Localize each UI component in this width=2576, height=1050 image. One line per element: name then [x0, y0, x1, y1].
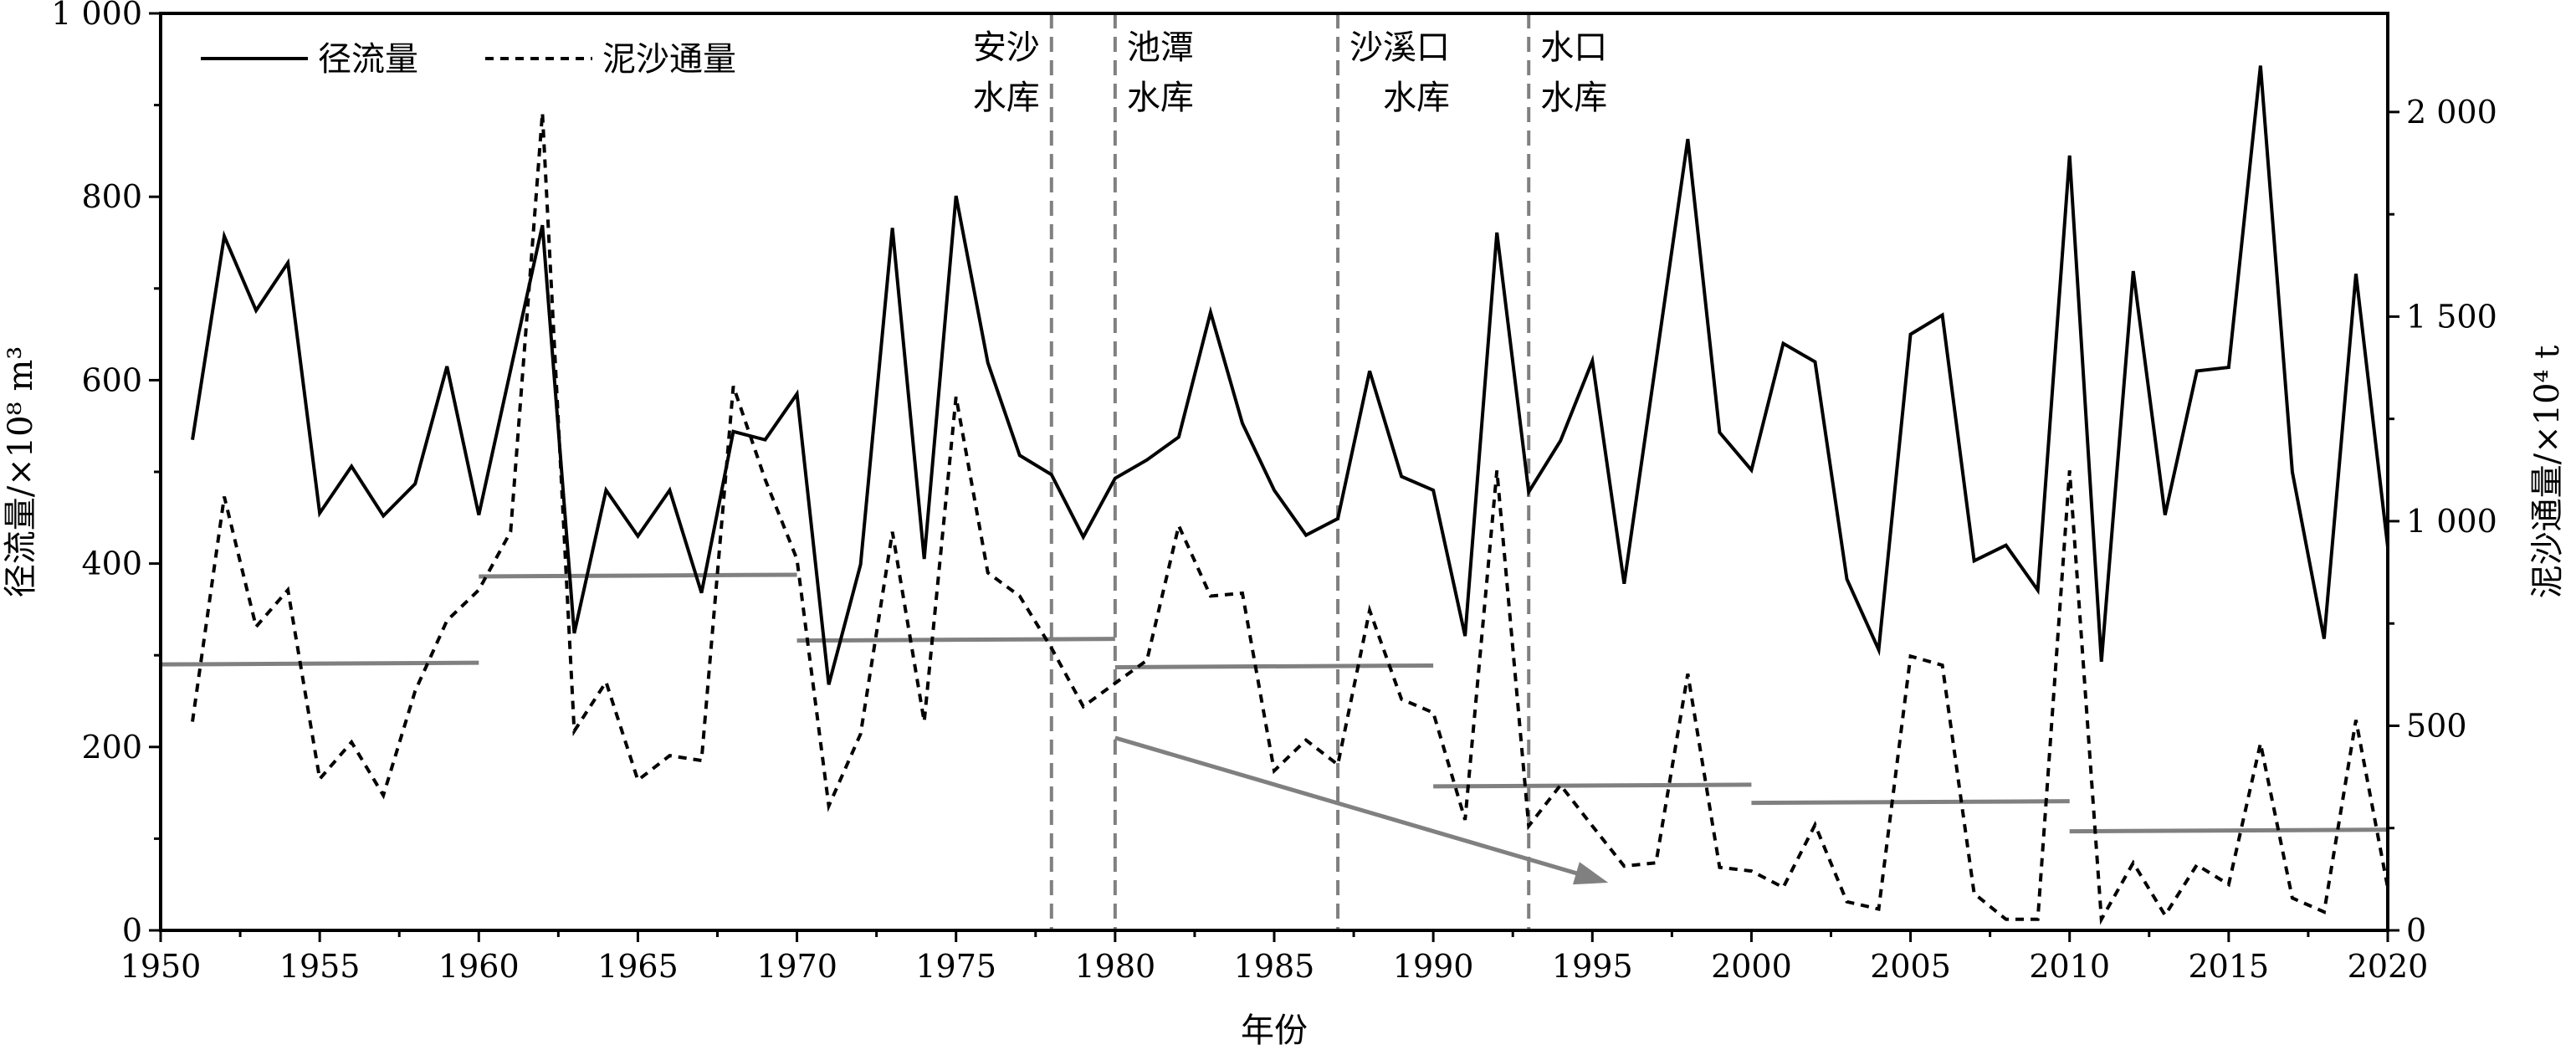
decadal-means-layer: [160, 572, 2389, 885]
left-tick-label: 0: [122, 912, 142, 949]
right-tick-label: 1 000: [2406, 503, 2497, 540]
x-tick-label: 1990: [1393, 948, 1474, 985]
left-tick-label: 200: [81, 729, 142, 766]
x-tick-label: 1995: [1552, 948, 1633, 985]
reservoir-label: 水库: [1383, 79, 1450, 117]
x-tick-label: 1975: [915, 948, 996, 985]
x-tick-label: 2010: [2029, 948, 2110, 985]
right-tick-label: 1 500: [2406, 298, 2497, 335]
left-tick-label: 600: [81, 361, 142, 398]
decadal-mean-line: [796, 637, 1115, 643]
legend: 径流量 泥沙通量: [201, 40, 736, 79]
reservoir-label: 水库: [973, 79, 1040, 117]
reservoir-label: 水库: [1127, 79, 1194, 117]
reservoir-label: 安沙: [973, 28, 1040, 67]
legend-runoff-label: 径流量: [318, 40, 418, 79]
decadal-mean-line: [160, 660, 479, 667]
x-tick-label: 1985: [1234, 948, 1315, 985]
x-tick-label: 2005: [1870, 948, 1951, 985]
x-axis-label: 年份: [1241, 1012, 1308, 1050]
x-tick-label: 2020: [2348, 948, 2429, 985]
x-tick-label: 1955: [279, 948, 361, 985]
right-tick-label: 0: [2406, 912, 2426, 949]
x-tick-label: 1960: [438, 948, 520, 985]
left-tick-label: 800: [81, 178, 142, 215]
series-layer: [191, 65, 2389, 925]
runoff-line: [191, 65, 2389, 685]
reservoir-label: 沙溪口: [1349, 28, 1450, 67]
left-tick-label: 400: [81, 545, 142, 582]
trend-arrow-line: [1114, 735, 1601, 883]
x-tick-label: 2015: [2188, 948, 2269, 985]
sediment-line: [191, 112, 2389, 925]
trend-arrow-head: [1572, 862, 1609, 885]
x-tick-label: 1965: [597, 948, 679, 985]
decadal-mean-line: [1751, 799, 2070, 806]
right-tick-label: 500: [2406, 707, 2467, 744]
x-tick-label: 1950: [120, 948, 202, 985]
right-axis-label: 泥沙通量/×10⁴ t: [2528, 346, 2567, 599]
legend-sediment-label: 泥沙通量: [602, 40, 736, 79]
right-tick-label: 2 000: [2406, 94, 2497, 131]
reservoir-label: 池潭: [1127, 28, 1194, 67]
reservoir-label: 水库: [1540, 79, 1607, 117]
left-axis-label: 径流量/×10⁸ m³: [2, 346, 40, 598]
x-tick-label: 1980: [1074, 948, 1155, 985]
decadal-mean-line: [1433, 782, 1752, 789]
x-tick-label: 1970: [756, 948, 837, 985]
x-tick-label: 2000: [1711, 948, 1792, 985]
plot-frame: [159, 12, 2389, 932]
left-tick-label: 1 000: [51, 0, 142, 32]
axes-layer: 1950 1955 1960 1965 1970 1975 1980 1985 1990 1995…: [51, 0, 2497, 985]
decadal-mean-line: [2069, 827, 2389, 834]
decadal-mean-line: [479, 572, 797, 579]
decadal-mean-line: [1114, 663, 1434, 669]
reservoir-label: 水口: [1540, 28, 1607, 67]
